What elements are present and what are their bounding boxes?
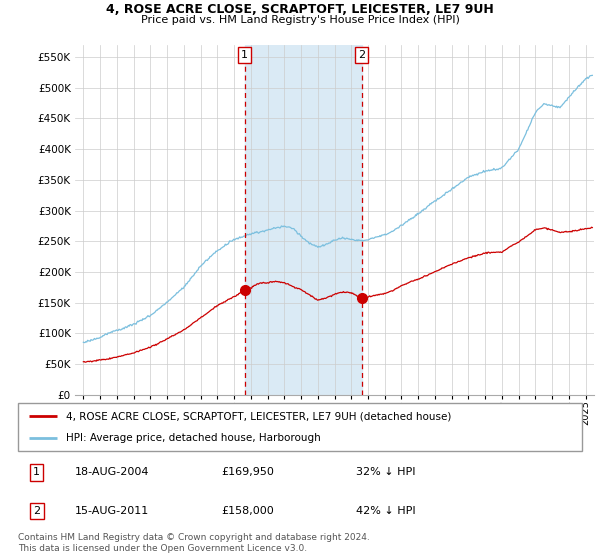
Text: 4, ROSE ACRE CLOSE, SCRAPTOFT, LEICESTER, LE7 9UH: 4, ROSE ACRE CLOSE, SCRAPTOFT, LEICESTER… <box>106 3 494 16</box>
Text: Contains HM Land Registry data © Crown copyright and database right 2024.
This d: Contains HM Land Registry data © Crown c… <box>18 533 370 553</box>
Text: £169,950: £169,950 <box>221 468 274 478</box>
Text: 2: 2 <box>358 50 365 60</box>
Text: 42% ↓ HPI: 42% ↓ HPI <box>356 506 416 516</box>
Text: 1: 1 <box>33 468 40 478</box>
Text: £158,000: £158,000 <box>221 506 274 516</box>
Text: 4, ROSE ACRE CLOSE, SCRAPTOFT, LEICESTER, LE7 9UH (detached house): 4, ROSE ACRE CLOSE, SCRAPTOFT, LEICESTER… <box>66 411 451 421</box>
FancyBboxPatch shape <box>18 403 582 451</box>
Text: 32% ↓ HPI: 32% ↓ HPI <box>356 468 416 478</box>
Text: 2: 2 <box>33 506 40 516</box>
Text: 18-AUG-2004: 18-AUG-2004 <box>74 468 149 478</box>
Text: 1: 1 <box>241 50 248 60</box>
Text: 15-AUG-2011: 15-AUG-2011 <box>74 506 149 516</box>
Text: HPI: Average price, detached house, Harborough: HPI: Average price, detached house, Harb… <box>66 433 320 443</box>
Bar <box>245 45 362 395</box>
Text: Price paid vs. HM Land Registry's House Price Index (HPI): Price paid vs. HM Land Registry's House … <box>140 15 460 25</box>
